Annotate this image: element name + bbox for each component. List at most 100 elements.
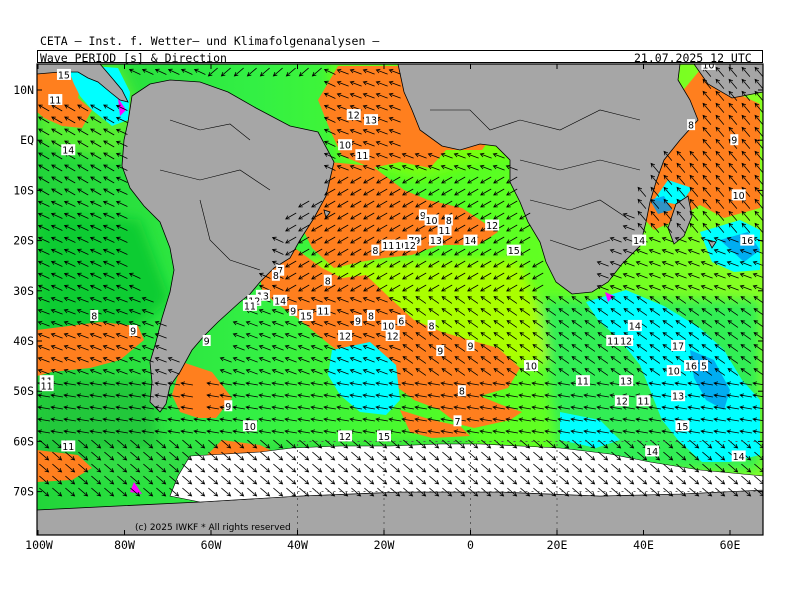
- period-label: 11: [636, 395, 651, 408]
- period-label-bg: [346, 109, 361, 121]
- period-label-bg: [731, 450, 746, 462]
- period-label-bg: [338, 329, 353, 341]
- period-label: 10: [666, 365, 681, 378]
- lat-label: 20S: [13, 234, 34, 248]
- period-label-bg: [397, 314, 406, 326]
- period-label-text: 10: [668, 367, 680, 378]
- period-label-text: 14: [633, 236, 645, 247]
- period-label-text: 14: [629, 321, 641, 332]
- period-label-text: 14: [646, 447, 658, 458]
- period-label-bg: [731, 189, 746, 201]
- period-label-bg: [700, 360, 709, 372]
- period-label: 12: [346, 109, 361, 122]
- period-label-bg: [289, 304, 298, 316]
- period-label-text: 11: [356, 151, 368, 162]
- period-label: 10: [731, 189, 746, 202]
- period-label-bg: [271, 269, 280, 281]
- period-label: 11: [437, 224, 452, 237]
- period-label-text: 15: [378, 432, 390, 443]
- period-label-bg: [466, 340, 475, 352]
- period-label: 12: [614, 395, 629, 408]
- period-label: 12: [619, 335, 634, 348]
- period-label-bg: [224, 400, 233, 412]
- period-label: 11: [61, 440, 76, 453]
- period-label: 13: [671, 390, 686, 403]
- period-label: 5: [700, 360, 709, 373]
- period-label: 11: [316, 304, 331, 317]
- period-label-text: 15: [300, 311, 312, 322]
- period-label-text: 10: [244, 422, 256, 433]
- period-label: 8: [271, 269, 280, 282]
- period-label-bg: [619, 335, 634, 346]
- period-label-text: 10: [702, 60, 714, 71]
- period-label-text: 11: [607, 337, 619, 348]
- period-label-text: 9: [355, 316, 361, 327]
- period-label: 15: [299, 309, 314, 322]
- period-label-bg: [614, 395, 629, 407]
- period-label-text: 9: [204, 337, 210, 348]
- period-label-text: 13: [620, 377, 632, 388]
- period-label-text: 14: [733, 452, 745, 463]
- period-label-bg: [402, 239, 417, 251]
- period-label: 11: [48, 94, 63, 107]
- period-label: 9: [436, 345, 445, 358]
- period-label-text: 15: [58, 70, 70, 81]
- period-value-labels: 1511141213101191081112791314158111012788…: [39, 60, 755, 463]
- lon-label: 80W: [114, 538, 135, 552]
- period-label-bg: [427, 319, 436, 331]
- period-label-bg: [394, 239, 409, 251]
- period-label-bg: [627, 319, 642, 331]
- period-label-text: 8: [429, 321, 435, 332]
- period-label: 11: [381, 239, 396, 252]
- period-label: 15: [506, 244, 521, 257]
- period-label-text: 10: [426, 216, 438, 227]
- lat-label: 70S: [13, 485, 34, 499]
- period-label-bg: [687, 119, 696, 131]
- period-label-text: 12: [348, 111, 360, 122]
- period-label-text: 13: [257, 291, 269, 302]
- period-label-text: 11: [439, 226, 451, 237]
- period-label-bg: [645, 445, 660, 457]
- period-label-bg: [453, 415, 462, 427]
- period-label-bg: [129, 324, 138, 336]
- period-label-text: 13: [672, 392, 684, 403]
- period-label-text: 12: [620, 337, 632, 348]
- period-label-bg: [323, 274, 332, 286]
- period-label: 12: [402, 239, 417, 252]
- period-label-text: 12: [404, 241, 416, 252]
- period-label-bg: [299, 309, 314, 321]
- period-label: 9: [354, 314, 363, 327]
- lat-label: 30S: [13, 284, 34, 298]
- period-label-bg: [730, 134, 739, 146]
- period-label: 8: [90, 309, 99, 322]
- period-label-text: 12: [387, 331, 399, 342]
- period-label-bg: [385, 329, 400, 341]
- period-label: 13: [255, 289, 270, 302]
- period-label-text: 16: [685, 362, 697, 373]
- period-label-bg: [354, 314, 363, 326]
- period-label-bg: [56, 68, 71, 80]
- period-label-text: 10: [339, 141, 351, 152]
- period-label-bg: [666, 365, 681, 377]
- lon-label: 60W: [201, 538, 222, 552]
- period-label: 11: [355, 149, 370, 162]
- period-label-text: 12: [616, 397, 628, 408]
- period-label: 8: [367, 309, 376, 322]
- period-label-text: 8: [459, 387, 465, 398]
- period-label-text: 11: [41, 382, 53, 393]
- period-label-text: 8: [325, 276, 331, 287]
- period-label-text: 12: [486, 221, 498, 232]
- period-label-text: 12: [339, 331, 351, 342]
- period-label-text: 12: [339, 432, 351, 443]
- period-label: 8: [457, 385, 466, 398]
- period-label-bg: [485, 219, 500, 231]
- period-label-text: 9: [290, 306, 296, 317]
- period-label-text: 14: [62, 146, 74, 157]
- period-label: 11: [39, 380, 54, 393]
- period-label-bg: [202, 335, 211, 346]
- lat-label: 10S: [13, 183, 34, 197]
- period-label: 17: [671, 340, 686, 353]
- period-label-text: 10: [733, 191, 745, 202]
- period-label: 9: [466, 340, 475, 353]
- country-borders: [159, 109, 641, 271]
